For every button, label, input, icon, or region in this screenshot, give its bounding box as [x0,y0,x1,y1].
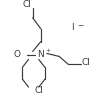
Text: −: − [77,21,83,30]
Text: Cl: Cl [82,58,90,67]
Text: Cl: Cl [34,86,43,95]
Text: N: N [37,50,43,59]
Text: O: O [13,50,20,59]
Text: +: + [45,49,51,53]
Text: Cl: Cl [22,0,31,9]
Text: I: I [71,23,74,32]
